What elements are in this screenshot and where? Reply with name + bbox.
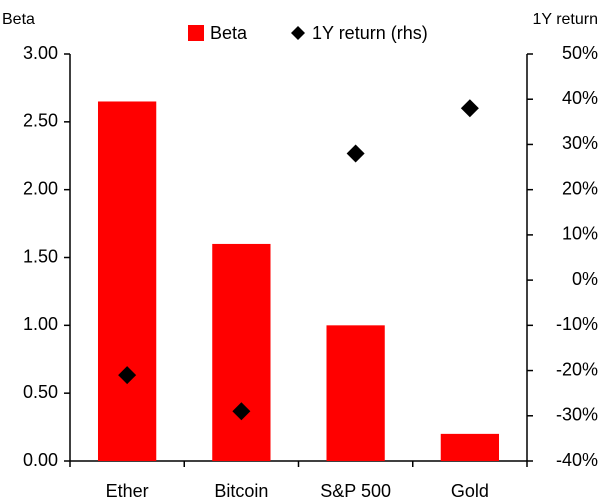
y-tick-label: 3.00 xyxy=(23,43,58,63)
marker xyxy=(346,144,365,163)
legend-label: 1Y return (rhs) xyxy=(312,23,428,43)
bar xyxy=(326,325,385,461)
x-tick-label: S&P 500 xyxy=(320,481,391,501)
legend-swatch xyxy=(188,25,204,41)
y-tick-label: 1.50 xyxy=(23,246,58,266)
x-tick-label: Ether xyxy=(106,481,149,501)
marker xyxy=(460,99,479,118)
y2-tick-label: 40% xyxy=(562,88,598,108)
y-tick-label: 0.50 xyxy=(23,382,58,402)
y2-tick-label: -30% xyxy=(556,405,598,425)
y2-axis-label: 1Y return xyxy=(532,11,598,28)
y2-tick-label: -10% xyxy=(556,314,598,334)
legend-swatch xyxy=(291,26,305,40)
y-tick-label: 2.50 xyxy=(23,111,58,131)
y-tick-label: 0.00 xyxy=(23,450,58,470)
x-tick-label: Gold xyxy=(451,481,489,501)
bar xyxy=(212,243,271,461)
y2-tick-label: 10% xyxy=(562,224,598,244)
y2-tick-label: 30% xyxy=(562,133,598,153)
y2-tick-label: 20% xyxy=(562,178,598,198)
y2-tick-label: 50% xyxy=(562,43,598,63)
x-tick-label: Bitcoin xyxy=(214,481,268,501)
marker xyxy=(232,402,251,421)
bar xyxy=(440,433,500,461)
marker xyxy=(118,366,137,385)
y-tick-label: 1.00 xyxy=(23,314,58,334)
y2-tick-label: -20% xyxy=(556,359,598,379)
bar xyxy=(97,101,157,461)
y2-tick-label: -40% xyxy=(556,450,598,470)
y-axis-label: Beta xyxy=(2,11,35,28)
legend-label: Beta xyxy=(210,23,248,43)
y-tick-label: 2.00 xyxy=(23,178,58,198)
y2-tick-label: 0% xyxy=(572,269,598,289)
